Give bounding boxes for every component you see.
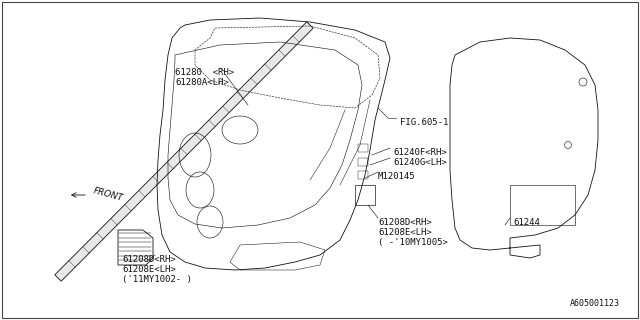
Text: M120145: M120145 bbox=[378, 172, 415, 181]
Text: FRONT: FRONT bbox=[92, 187, 124, 203]
Polygon shape bbox=[55, 22, 313, 281]
Text: A605001123: A605001123 bbox=[570, 299, 620, 308]
Text: 61240F<RH>: 61240F<RH> bbox=[393, 148, 447, 157]
Text: 61280  <RH>: 61280 <RH> bbox=[175, 68, 234, 77]
Text: ( -'10MY1005>: ( -'10MY1005> bbox=[378, 238, 448, 247]
Text: FIG.605-1: FIG.605-1 bbox=[400, 118, 449, 127]
Text: 61208E<LH>: 61208E<LH> bbox=[122, 265, 176, 274]
Text: 61240G<LH>: 61240G<LH> bbox=[393, 158, 447, 167]
Text: 61208D<RH>: 61208D<RH> bbox=[122, 255, 176, 264]
Text: 61280A<LH>: 61280A<LH> bbox=[175, 78, 228, 87]
Text: ('11MY1002- ): ('11MY1002- ) bbox=[122, 275, 192, 284]
Text: 61208D<RH>: 61208D<RH> bbox=[378, 218, 432, 227]
Text: 61244: 61244 bbox=[513, 218, 540, 227]
Text: 61208E<LH>: 61208E<LH> bbox=[378, 228, 432, 237]
